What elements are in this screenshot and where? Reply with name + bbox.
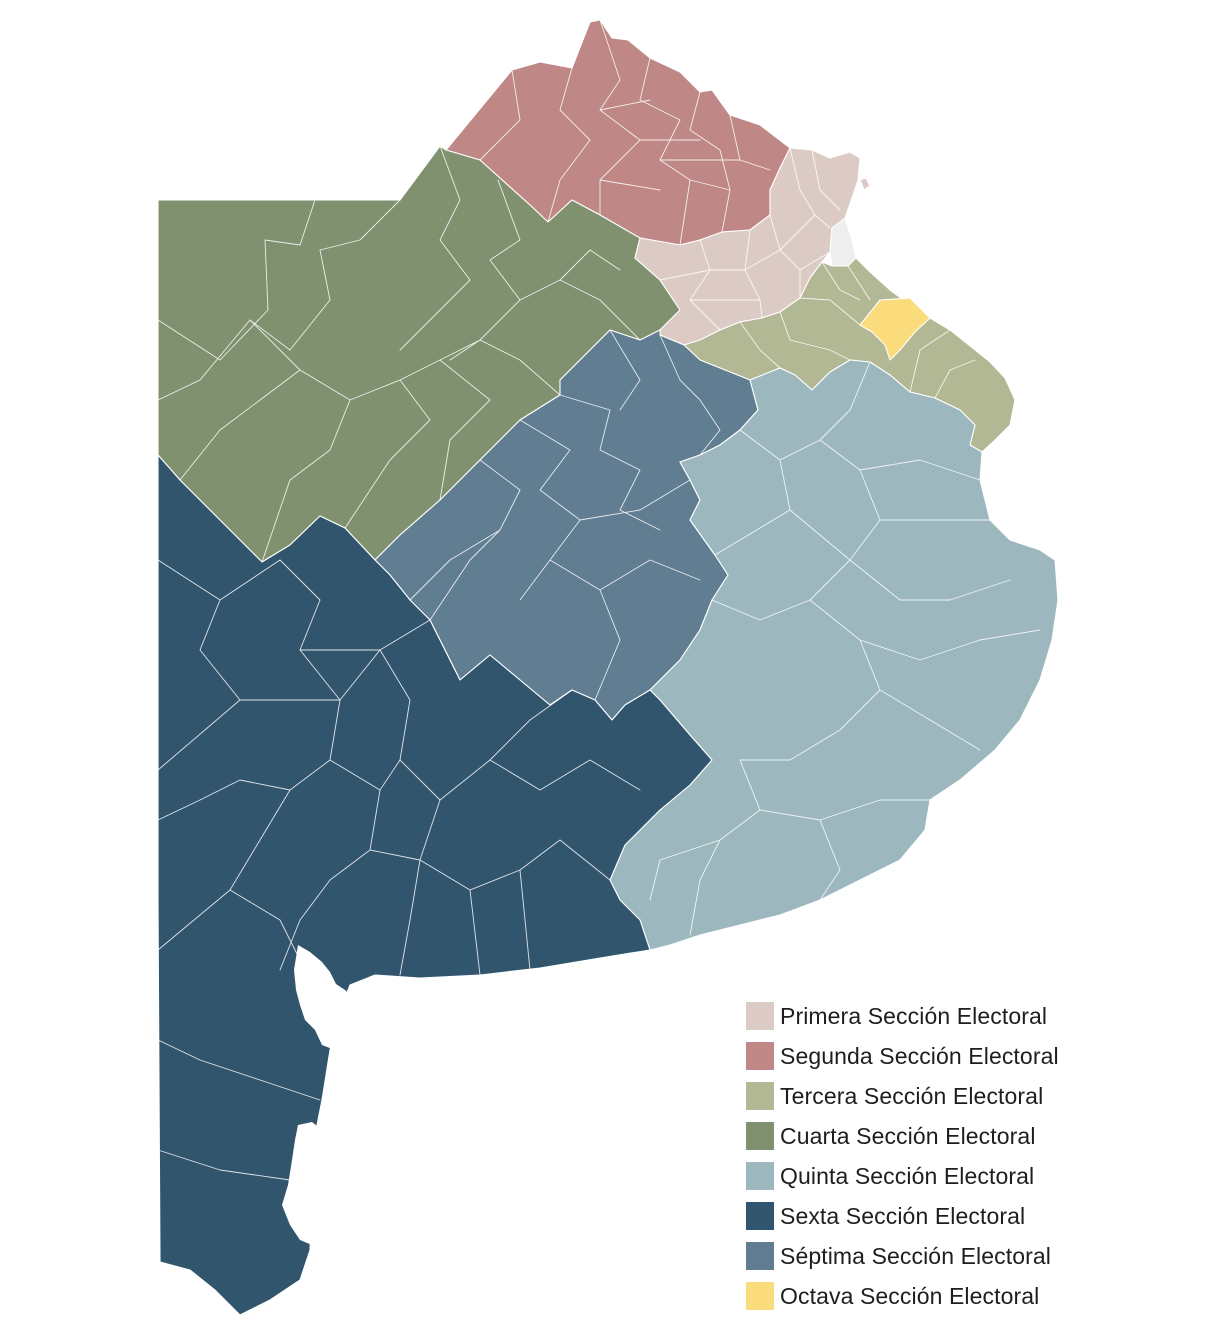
legend-swatch-primera <box>746 1002 774 1030</box>
legend-item-primera: Primera Sección Electoral <box>746 996 1096 1036</box>
coastal-islands-south <box>282 1122 325 1245</box>
legend-swatch-octava <box>746 1282 774 1310</box>
delta-islet <box>859 177 871 191</box>
legend-label-sexta: Sexta Sección Electoral <box>780 1202 1026 1229</box>
district-boundaries-sexta <box>157 559 641 1201</box>
legend-swatch-tercera <box>746 1082 774 1110</box>
legend-swatch-quinta <box>746 1162 774 1190</box>
district-boundaries-cuarta <box>157 145 641 563</box>
legend-item-cuarta: Cuarta Sección Electoral <box>746 1116 1096 1156</box>
legend-item-sexta: Sexta Sección Electoral <box>746 1196 1096 1236</box>
legend-swatch-septima <box>746 1242 774 1270</box>
coastal-islands-north <box>294 945 358 1050</box>
legend-swatch-segunda <box>746 1042 774 1070</box>
legend-label-tercera: Tercera Sección Electoral <box>780 1082 1044 1109</box>
district-boundaries-tercera <box>739 261 976 399</box>
region-octava <box>859 297 931 361</box>
legend-item-octava: Octava Sección Electoral <box>746 1276 1096 1316</box>
legend-item-quinta: Quinta Sección Electoral <box>746 1156 1096 1196</box>
district-boundaries-septima <box>409 329 721 701</box>
region-quinta <box>609 359 1059 951</box>
legend-label-octava: Octava Sección Electoral <box>780 1282 1040 1309</box>
district-boundaries-segunda <box>479 19 771 246</box>
district-boundaries-primera <box>659 147 841 331</box>
legend-label-quinta: Quinta Sección Electoral <box>780 1162 1035 1189</box>
legend-item-segunda: Segunda Sección Electoral <box>746 1036 1096 1076</box>
legend-item-tercera: Tercera Sección Electoral <box>746 1076 1096 1116</box>
legend-label-segunda: Segunda Sección Electoral <box>780 1042 1059 1069</box>
legend-swatch-cuarta <box>746 1122 774 1150</box>
legend-label-septima: Séptima Sección Electoral <box>780 1242 1051 1269</box>
legend-item-septima: Séptima Sección Electoral <box>746 1236 1096 1276</box>
legend: Primera Sección Electoral Segunda Secció… <box>746 996 1096 1316</box>
legend-label-primera: Primera Sección Electoral <box>780 1002 1048 1029</box>
legend-swatch-sexta <box>746 1202 774 1230</box>
district-boundaries-quinta <box>649 361 1041 936</box>
legend-label-cuarta: Cuarta Sección Electoral <box>780 1122 1036 1149</box>
